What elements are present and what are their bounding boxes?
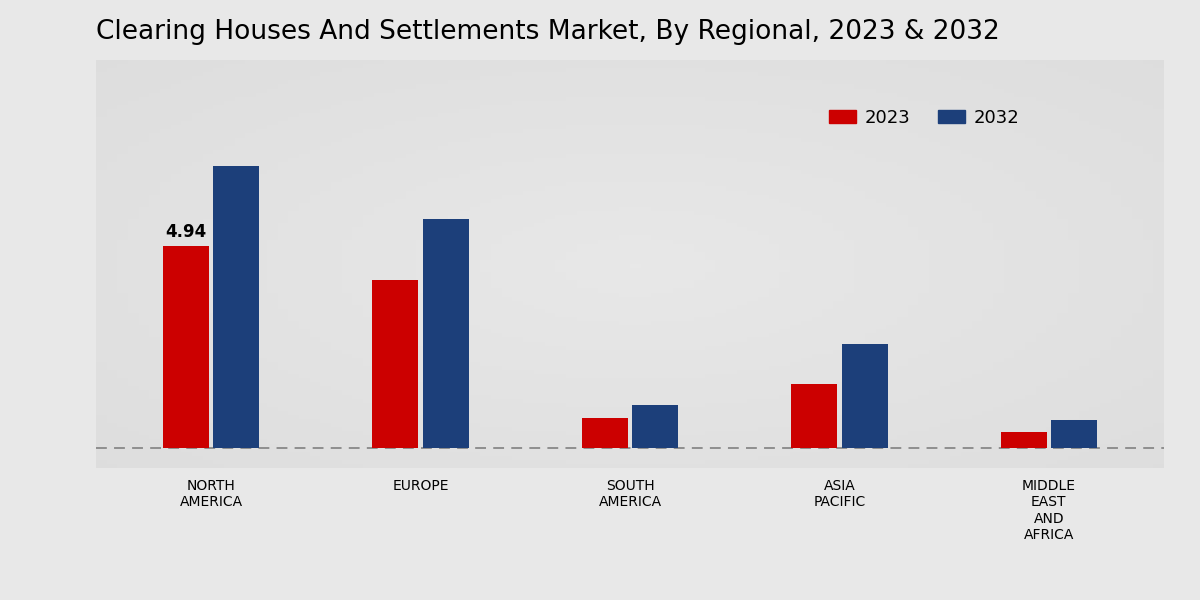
Bar [632, 405, 678, 448]
Bar [1051, 420, 1097, 448]
Text: Clearing Houses And Settlements Market, By Regional, 2023 & 2032: Clearing Houses And Settlements Market, … [96, 19, 1000, 45]
Bar [791, 385, 838, 448]
Bar [372, 280, 419, 448]
Bar [841, 344, 888, 448]
Legend: 2023, 2032: 2023, 2032 [822, 101, 1027, 134]
Bar [163, 246, 209, 448]
Bar [1001, 432, 1046, 448]
Text: 4.94: 4.94 [166, 223, 206, 241]
Bar [582, 418, 628, 448]
Bar [214, 166, 259, 448]
Bar [422, 219, 469, 448]
